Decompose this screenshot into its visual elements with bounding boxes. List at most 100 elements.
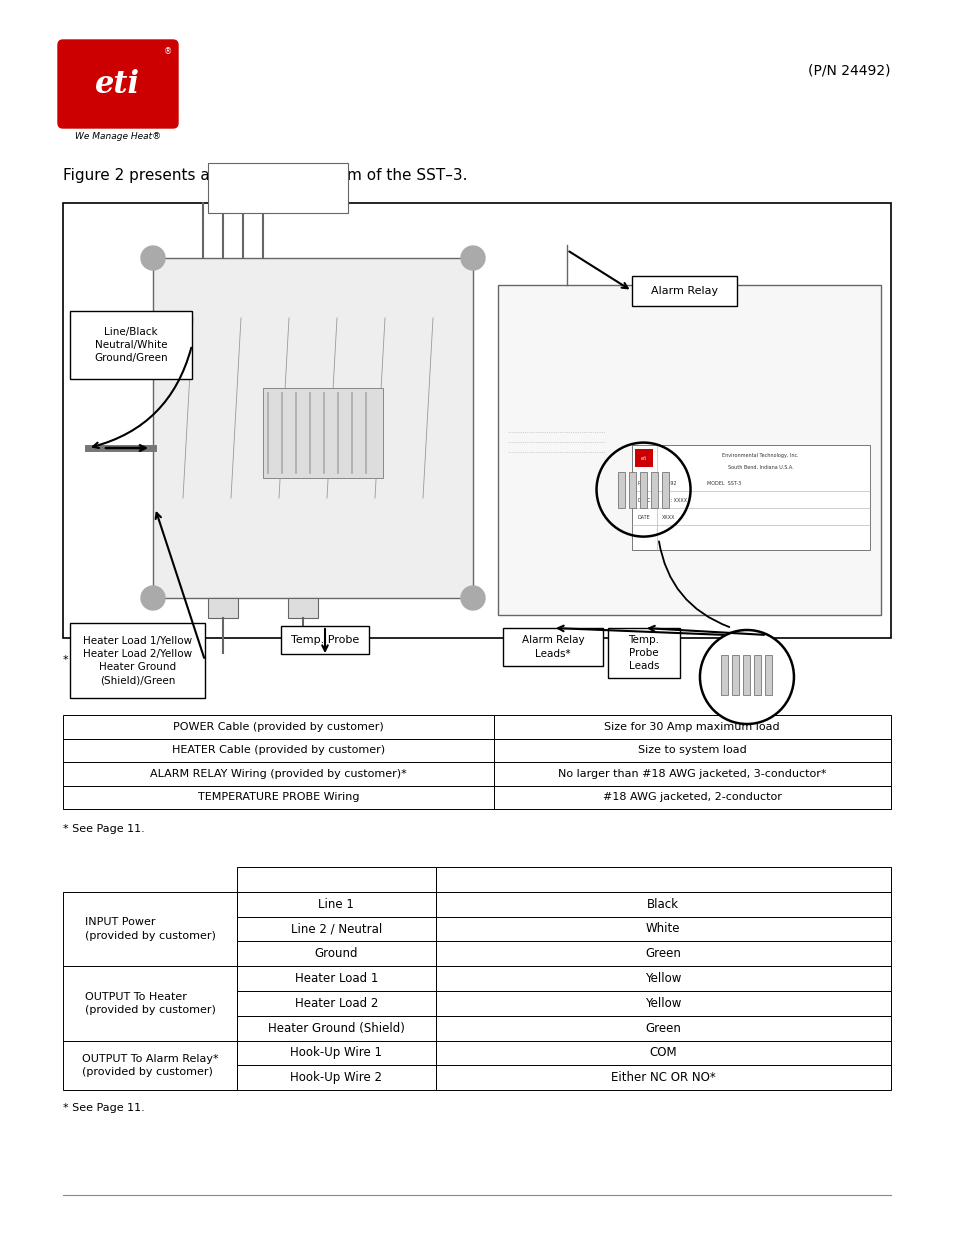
Bar: [63, 203, 890, 638]
Text: ALARM RELAY Wiring (provided by customer)*: ALARM RELAY Wiring (provided by customer…: [150, 768, 406, 779]
Text: 24492: 24492: [661, 480, 677, 485]
Text: Environmental Technology, Inc.: Environmental Technology, Inc.: [721, 452, 799, 457]
Bar: [436, 867, 890, 892]
Text: Line 1: Line 1: [318, 898, 354, 910]
Bar: [497, 285, 880, 615]
Bar: [436, 1041, 890, 1066]
Bar: [236, 867, 436, 892]
Text: #18 AWG jacketed, 2-conductor: #18 AWG jacketed, 2-conductor: [602, 792, 781, 803]
Text: ®: ®: [164, 47, 172, 57]
Text: White: White: [645, 923, 679, 935]
Bar: [63, 762, 493, 785]
Text: South Bend, Indiana U.S.A.: South Bend, Indiana U.S.A.: [727, 464, 793, 469]
Bar: [618, 472, 624, 508]
Text: Heater Load 2: Heater Load 2: [294, 997, 377, 1010]
Bar: [493, 739, 890, 762]
Bar: [236, 1016, 436, 1041]
Bar: [493, 715, 890, 739]
Bar: [742, 655, 750, 695]
Bar: [236, 941, 436, 966]
Text: * See Page 11.: * See Page 11.: [63, 655, 145, 664]
Bar: [63, 966, 236, 1041]
Circle shape: [141, 585, 165, 610]
Bar: [764, 655, 772, 695]
Bar: [236, 966, 436, 990]
Bar: [436, 990, 890, 1016]
Bar: [63, 715, 493, 739]
Bar: [236, 990, 436, 1016]
Text: * See Page 11.: * See Page 11.: [63, 1103, 145, 1113]
Text: OUTPUT To Heater
(provided by customer): OUTPUT To Heater (provided by customer): [85, 992, 215, 1015]
Text: eti: eti: [640, 456, 646, 461]
Bar: [436, 1016, 890, 1041]
Bar: [236, 1066, 436, 1091]
Bar: [70, 622, 205, 698]
Text: eti: eti: [95, 68, 140, 100]
Bar: [436, 941, 890, 966]
Text: MODEL  SST-3: MODEL SST-3: [706, 480, 740, 485]
Text: Heater Load 1: Heater Load 1: [294, 972, 377, 986]
Text: Black: Black: [647, 898, 679, 910]
Text: Hook-Up Wire 2: Hook-Up Wire 2: [290, 1071, 382, 1084]
Bar: [502, 629, 602, 666]
Bar: [720, 655, 728, 695]
Text: Temp. Probe: Temp. Probe: [291, 635, 358, 645]
Bar: [732, 655, 739, 695]
Text: TEMPERATURE PROBE Wiring: TEMPERATURE PROBE Wiring: [197, 792, 358, 803]
Text: Size to system load: Size to system load: [638, 745, 746, 756]
Text: Either NC OR NO*: Either NC OR NO*: [610, 1071, 715, 1084]
Bar: [208, 163, 348, 212]
Text: POWER Cable (provided by customer): POWER Cable (provided by customer): [172, 721, 383, 732]
Text: We Manage Heat®: We Manage Heat®: [75, 131, 161, 141]
Bar: [281, 626, 369, 655]
Bar: [208, 598, 237, 618]
Bar: [63, 1041, 236, 1091]
Text: Temp.
Probe
Leads: Temp. Probe Leads: [628, 635, 659, 671]
Bar: [152, 258, 473, 598]
Bar: [63, 892, 236, 966]
Bar: [236, 1041, 436, 1066]
Bar: [436, 892, 890, 916]
Bar: [436, 1066, 890, 1091]
Circle shape: [460, 246, 484, 270]
Text: * See Page 11.: * See Page 11.: [63, 824, 145, 834]
Circle shape: [700, 630, 793, 724]
Text: Alarm Relay
Leads*: Alarm Relay Leads*: [521, 635, 583, 658]
Text: P/N: P/N: [637, 480, 644, 485]
Bar: [607, 629, 679, 678]
Text: DESC: DESC: [637, 498, 650, 503]
Text: S/N: XXXX: S/N: XXXX: [661, 498, 686, 503]
Text: Heater Ground (Shield): Heater Ground (Shield): [268, 1021, 404, 1035]
Bar: [263, 388, 382, 478]
Bar: [493, 785, 890, 809]
Bar: [436, 916, 890, 941]
FancyBboxPatch shape: [58, 40, 178, 128]
Bar: [70, 311, 192, 379]
Text: Size for 30 Amp maximum load: Size for 30 Amp maximum load: [604, 721, 780, 732]
Text: Alarm Relay: Alarm Relay: [650, 287, 718, 296]
Text: Green: Green: [644, 1021, 680, 1035]
Bar: [661, 472, 668, 508]
Text: Ground: Ground: [314, 947, 357, 961]
Text: INPUT Power
(provided by customer): INPUT Power (provided by customer): [85, 918, 215, 941]
Bar: [650, 472, 658, 508]
Text: Yellow: Yellow: [644, 972, 680, 986]
Bar: [632, 275, 737, 306]
Bar: [63, 739, 493, 762]
Text: OUTPUT To Alarm Relay*
(provided by customer): OUTPUT To Alarm Relay* (provided by cust…: [82, 1053, 218, 1077]
Bar: [639, 472, 646, 508]
Bar: [628, 472, 636, 508]
Text: DATE: DATE: [637, 515, 649, 520]
Bar: [493, 762, 890, 785]
Bar: [632, 445, 868, 550]
Text: HEATER Cable (provided by customer): HEATER Cable (provided by customer): [172, 745, 384, 756]
Text: Green: Green: [644, 947, 680, 961]
Text: No larger than #18 AWG jacketed, 3-conductor*: No larger than #18 AWG jacketed, 3-condu…: [558, 768, 825, 779]
Bar: [635, 450, 653, 467]
Text: Heater Load 1/Yellow
Heater Load 2/Yellow
Heater Ground
(Shield)/Green: Heater Load 1/Yellow Heater Load 2/Yello…: [83, 636, 192, 685]
Text: Figure 2 presents a schematic diagram of the SST–3.: Figure 2 presents a schematic diagram of…: [63, 168, 467, 183]
Text: XXXX: XXXX: [661, 515, 675, 520]
Bar: [236, 916, 436, 941]
Text: Hook-Up Wire 1: Hook-Up Wire 1: [290, 1046, 382, 1060]
Text: Yellow: Yellow: [644, 997, 680, 1010]
